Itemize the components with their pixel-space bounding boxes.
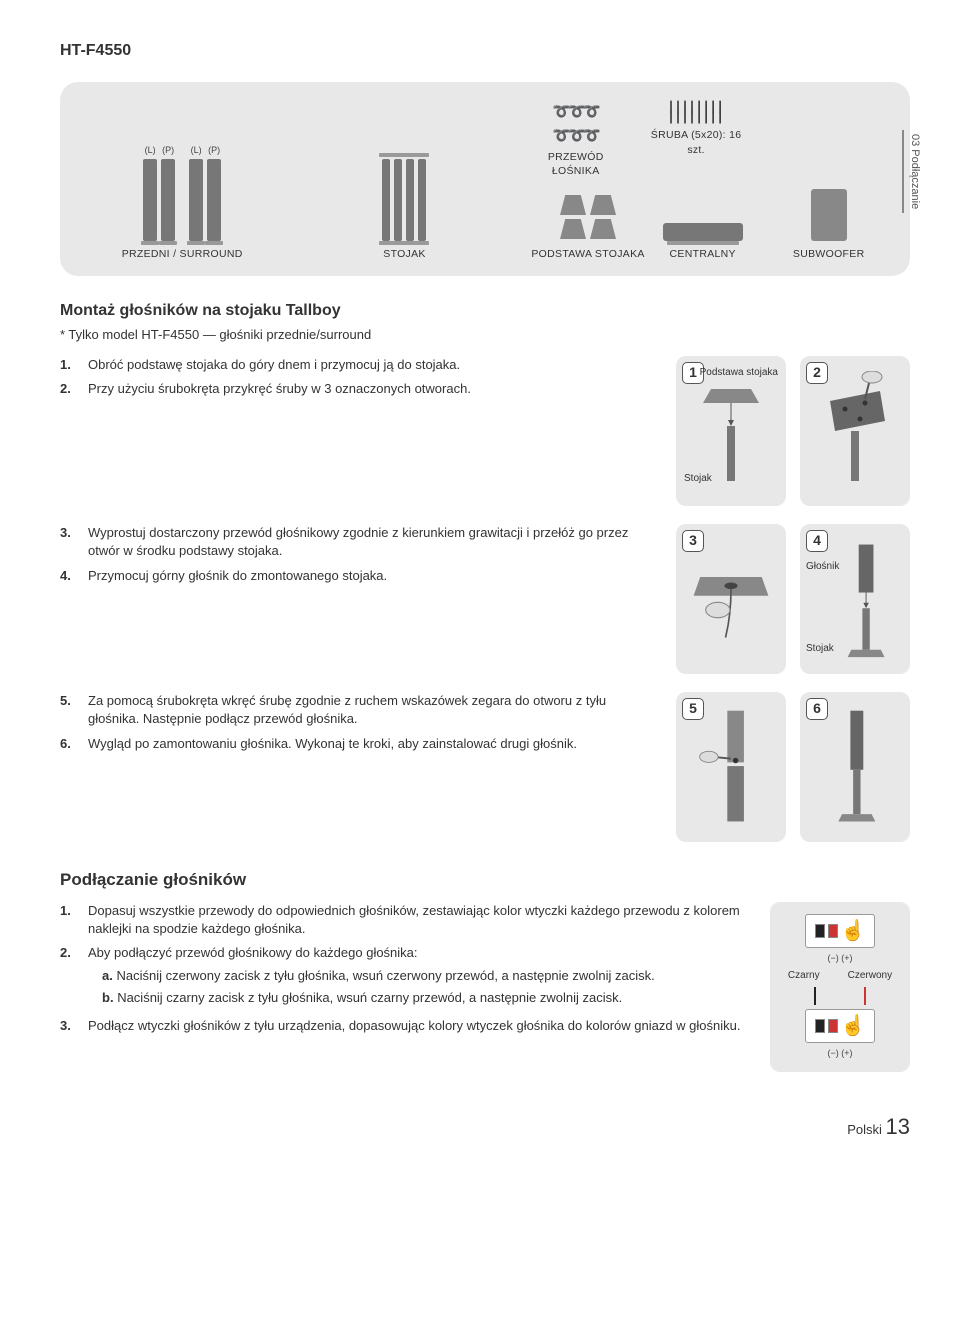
- fig-number: 3: [682, 530, 704, 552]
- red-label: Czerwony: [848, 969, 892, 983]
- step-num: 2.: [60, 944, 78, 1011]
- front-surround-group: (L) (P) (L) (P) PRZEDNI / SURROUND: [80, 144, 284, 261]
- subwoofer-icon: [811, 189, 847, 241]
- parts-label: PRZEWÓD ŁOŚNIKA: [525, 150, 627, 179]
- fig-label-stand: Stojak: [684, 472, 712, 486]
- figure-1: 1 Podstawa stojaka Stojak: [676, 356, 786, 506]
- parts-label: ŚRUBA (5x20): 16 szt.: [643, 128, 750, 157]
- polarity-label: (−) (+): [827, 952, 852, 965]
- wire-icon: ➰➰➰: [553, 102, 599, 122]
- assembly-subtitle: * Tylko model HT-F4550 — głośniki przedn…: [60, 326, 910, 344]
- black-label: Czarny: [788, 969, 820, 983]
- fig-label-speaker: Głośnik: [806, 560, 839, 574]
- fig5-svg: [687, 707, 775, 827]
- parts-label: STOJAK: [383, 247, 425, 262]
- step-text: Dopasuj wszystkie przewody do odpowiedni…: [88, 902, 750, 938]
- parts-label: PODSTAWA STOJAKA: [531, 247, 644, 262]
- steps-5-6: 5. Za pomocą śrubokręta wkręć śrubę zgodn…: [60, 692, 910, 842]
- step-text: Za pomocą śrubokręta wkręć śrubę zgodnie…: [88, 692, 656, 728]
- lp-label: (P): [208, 144, 220, 157]
- fig2-svg: [811, 371, 899, 491]
- screws-icon: ┃┃┃┃┃┃┃┃┃┃┃┃┃┃┃┃: [668, 102, 724, 124]
- footer-page: 13: [886, 1114, 910, 1139]
- step-text: Obróć podstawę stojaka do góry dnem i pr…: [88, 356, 460, 374]
- hand-icon: ☝: [841, 1012, 866, 1040]
- model-number: HT-F4550: [60, 40, 910, 62]
- connect-block: 1. Dopasuj wszystkie przewody do odpowied…: [60, 902, 910, 1072]
- section-side-tab: 03 Podłączanie: [902, 130, 925, 213]
- lp-label: (L): [145, 144, 156, 157]
- step-num: 5.: [60, 692, 78, 728]
- sub-num: b.: [102, 990, 114, 1005]
- stand-group: STOJAK: [302, 159, 506, 262]
- polarity-label: (−) (+): [827, 1047, 852, 1060]
- steps-3-4: 3. Wyprostuj dostarczony przewód głośniko…: [60, 524, 910, 674]
- figure-2: 2: [800, 356, 910, 506]
- step-num: 2.: [60, 380, 78, 398]
- fig-label-base: Podstawa stojaka: [700, 366, 778, 380]
- parts-row: (L) (P) (L) (P) PRZEDNI / SURROUND STOJA…: [80, 102, 890, 261]
- step-text: Wyprostuj dostarczony przewód głośnikowy…: [88, 524, 656, 560]
- fig6-svg: [811, 707, 899, 827]
- step-text: Wygląd po zamontowaniu głośnika. Wykonaj…: [88, 735, 577, 753]
- connect-title: Podłączanie głośników: [60, 868, 910, 892]
- lp-label: (P): [162, 144, 174, 157]
- fig-number: 5: [682, 698, 704, 720]
- terminal-top: ☝: [805, 914, 875, 948]
- fig-number: 2: [806, 362, 828, 384]
- steps-1-2: 1. Obróć podstawę stojaka do góry dnem i …: [60, 356, 910, 506]
- hand-icon: ☝: [841, 917, 866, 945]
- lp-label: (L): [191, 144, 202, 157]
- step-text: Podłącz wtyczki głośników z tyłu urządze…: [88, 1017, 740, 1035]
- center-speaker-icon: [663, 223, 743, 241]
- sub-text: Naciśnij czerwony zacisk z tyłu głośnika…: [116, 968, 654, 983]
- fig-label-stand: Stojak: [806, 642, 834, 656]
- fig-number: 4: [806, 530, 828, 552]
- parts-label: PRZEDNI / SURROUND: [122, 247, 243, 262]
- figure-5: 5: [676, 692, 786, 842]
- assembly-title: Montaż głośników na stojaku Tallboy: [60, 300, 910, 322]
- step-num: 6.: [60, 735, 78, 753]
- parts-overview-panel: (L) (P) (L) (P) PRZEDNI / SURROUND STOJA…: [60, 82, 910, 275]
- parts-label: SUBWOOFER: [793, 247, 865, 262]
- step-num: 3.: [60, 1017, 78, 1035]
- wire-svg: [795, 987, 885, 1005]
- base-shapes: [556, 193, 620, 241]
- fig4-svg: [811, 539, 899, 659]
- step-num: 1.: [60, 356, 78, 374]
- footer-lang: Polski: [847, 1122, 882, 1137]
- wire-screw-col: ➰➰➰ ➰➰➰ PRZEWÓD ŁOŚNIKA ┃┃┃┃┃┃┃┃┃┃┃┃┃┃┃┃…: [525, 102, 750, 261]
- terminal-bottom: ☝: [805, 1009, 875, 1043]
- fig3-svg: [687, 539, 775, 659]
- connection-figure: ☝ (−) (+) Czarny Czerwony ☝ (−) (+): [770, 902, 910, 1072]
- fig-number: 6: [806, 698, 828, 720]
- sub-text: Naciśnij czarny zacisk z tyłu głośnika, …: [117, 990, 622, 1005]
- figure-3: 3: [676, 524, 786, 674]
- parts-label: CENTRALNY: [670, 247, 736, 262]
- step-text: Aby podłączyć przewód głośnikowy do każd…: [88, 945, 418, 960]
- step-num: 1.: [60, 902, 78, 938]
- step-num: 3.: [60, 524, 78, 560]
- subwoofer-group: SUBWOOFER: [767, 189, 890, 262]
- step-text: Przymocuj górny głośnik do zmontowanego …: [88, 567, 387, 585]
- step-text: Przy użyciu śrubokręta przykręć śruby w …: [88, 380, 471, 398]
- sub-num: a.: [102, 968, 113, 983]
- figure-4: 4 Głośnik Stojak: [800, 524, 910, 674]
- page-footer: Polski 13: [60, 1112, 910, 1143]
- step-num: 4.: [60, 567, 78, 585]
- figure-6: 6: [800, 692, 910, 842]
